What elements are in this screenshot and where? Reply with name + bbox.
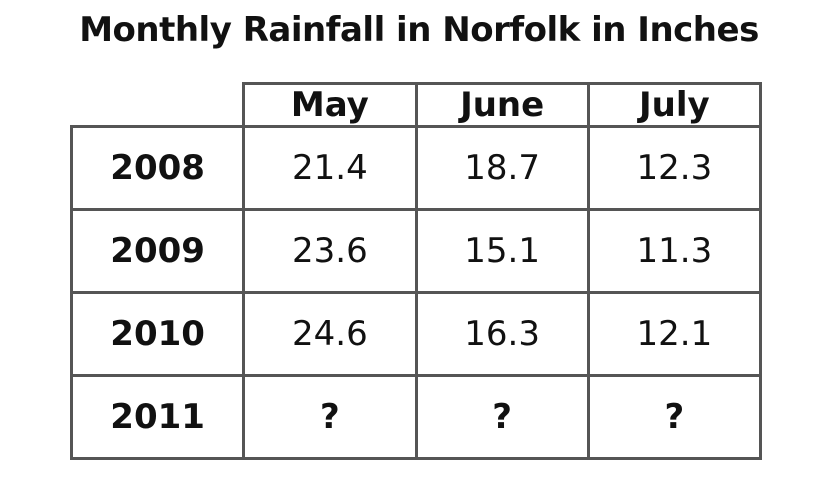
rainfall-cell: 11.3 (586, 208, 763, 294)
table-row: 2011??? (69, 374, 763, 460)
table-head: May June July (71, 82, 763, 128)
column-header: July (586, 82, 763, 128)
header-row: May June July (71, 82, 763, 128)
rainfall-table: May June July 2008 21.4 18.7 12.3 2009 23.6 15.1… (69, 82, 763, 460)
rainfall-cell: ? (242, 374, 418, 460)
rainfall-cell: 18.7 (414, 125, 590, 211)
column-header: May (242, 82, 418, 128)
table-row: 2010 24.6 16.3 12.1 (69, 291, 763, 377)
row-header: 2011 (69, 374, 246, 460)
table-row: 2009 23.6 15.1 11.3 (69, 208, 763, 294)
table-title: Monthly Rainfall in Norfolk in Inches (79, 10, 759, 50)
rainfall-cell: 24.6 (242, 291, 418, 377)
column-header: June (414, 82, 590, 128)
rainfall-cell: ? (586, 374, 763, 460)
rainfall-cell: 21.4 (242, 125, 418, 211)
table-body: 2008 21.4 18.7 12.3 2009 23.6 15.1 11.3 2010 24.6… (69, 125, 763, 460)
row-header: 2010 (69, 291, 246, 377)
table-row: 2008 21.4 18.7 12.3 (69, 125, 763, 211)
rainfall-cell: ? (414, 374, 590, 460)
row-header: 2009 (69, 208, 246, 294)
rainfall-cell: 12.1 (586, 291, 763, 377)
rainfall-cell: 12.3 (586, 125, 763, 211)
corner-cell (71, 83, 246, 128)
rainfall-cell: 15.1 (414, 208, 590, 294)
rainfall-cell: 23.6 (242, 208, 418, 294)
rainfall-cell: 16.3 (414, 291, 590, 377)
row-header: 2008 (69, 125, 246, 211)
